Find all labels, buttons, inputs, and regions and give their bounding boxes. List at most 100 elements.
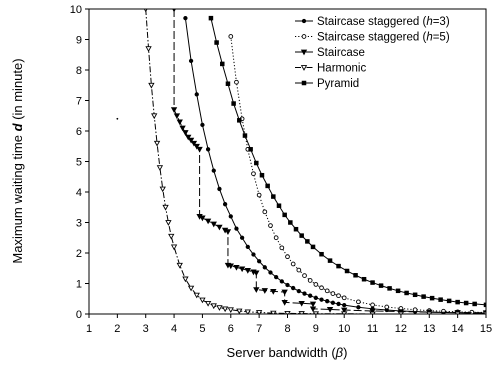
- y-axis-title: Maximum waiting time d (in minute): [10, 58, 25, 263]
- data-point: [299, 233, 304, 238]
- series-2: [228, 34, 486, 314]
- data-point: [216, 305, 223, 311]
- data-point: [341, 307, 348, 314]
- data-point: [211, 168, 216, 173]
- series-5: [208, 15, 486, 308]
- data-point: [254, 160, 259, 166]
- data-point: [228, 34, 234, 39]
- data-point: [222, 202, 228, 207]
- data-point: [237, 118, 242, 123]
- data-point: [216, 224, 223, 231]
- y-tick-label: 1: [76, 279, 82, 291]
- x-tick-label: 2: [114, 323, 120, 335]
- x-tick-label: 4: [171, 323, 177, 335]
- data-point: [214, 40, 219, 45]
- series-1: [183, 15, 486, 314]
- data-point: [302, 273, 307, 278]
- data-point: [421, 294, 426, 299]
- x-tick-label: 3: [143, 323, 149, 335]
- data-point: [336, 301, 341, 307]
- data-point: [342, 303, 347, 308]
- data-point: [302, 291, 307, 296]
- x-tick-label: 6: [228, 323, 234, 335]
- data-point: [193, 143, 200, 150]
- data-point: [330, 291, 336, 296]
- data-point: [234, 79, 239, 85]
- data-point: [446, 298, 452, 304]
- data-point: [170, 107, 178, 113]
- data-point: [288, 220, 293, 225]
- y-tick-label: 8: [76, 65, 82, 77]
- data-point: [305, 239, 310, 244]
- data-point: [404, 290, 409, 296]
- x-tick-label: 5: [199, 323, 205, 335]
- data-point: [370, 302, 375, 308]
- data-point: [291, 285, 296, 291]
- data-point: [193, 292, 200, 299]
- data-point: [251, 252, 256, 257]
- data-point: [290, 261, 296, 267]
- data-point: [455, 299, 460, 305]
- data-point: [356, 299, 361, 305]
- data-point: [217, 186, 222, 192]
- legend-marker: [300, 65, 308, 71]
- legend: Staircase staggered (h=3) Staircase stagg…: [295, 16, 450, 90]
- data-point: [227, 263, 234, 270]
- data-point: [165, 220, 172, 226]
- x-tick-label: 11: [367, 323, 378, 335]
- data-point: [356, 305, 361, 310]
- data-point: [159, 186, 166, 193]
- legend-label: Pyramid: [317, 78, 359, 90]
- data-point: [245, 244, 250, 250]
- data-point: [325, 299, 330, 304]
- data-point: [225, 81, 231, 86]
- data-point: [261, 288, 268, 294]
- data-point: [336, 293, 341, 299]
- data-point: [270, 289, 277, 295]
- data-point: [200, 122, 205, 128]
- legend-label: Staircase staggered (h=5): [317, 32, 450, 44]
- data-point: [220, 61, 225, 67]
- y-tick-label: 7: [76, 96, 82, 108]
- data-point: [199, 297, 206, 304]
- data-point: [187, 285, 195, 292]
- data-point: [204, 300, 212, 307]
- data-point: [190, 140, 198, 147]
- data-point: [285, 254, 290, 260]
- data-point: [248, 147, 253, 152]
- data-point: [429, 295, 435, 301]
- data-point: [256, 192, 262, 198]
- data-point: [309, 306, 317, 313]
- data-point: [313, 295, 319, 300]
- data-point: [182, 130, 189, 136]
- data-point: [271, 194, 276, 199]
- data-point: [319, 285, 324, 291]
- data-point: [151, 113, 158, 120]
- stray-point: [116, 117, 119, 120]
- data-point: [194, 92, 199, 97]
- data-point: [221, 306, 229, 313]
- series-line: [145, 9, 486, 314]
- data-point: [276, 203, 282, 208]
- series-line: [210, 18, 486, 306]
- y-tick-label: 6: [76, 126, 82, 138]
- data-point: [153, 140, 161, 147]
- legend-marker: [301, 80, 307, 86]
- y-tick-label: 2: [76, 248, 82, 260]
- data-point: [281, 300, 288, 306]
- x-axis-title: Server bandwidth (β): [227, 345, 348, 360]
- data-point: [210, 221, 217, 228]
- data-point: [270, 310, 277, 314]
- x-tick-label: 12: [395, 323, 407, 335]
- data-point: [145, 46, 152, 52]
- data-point: [185, 134, 192, 141]
- data-point: [262, 265, 267, 270]
- data-point: [148, 82, 155, 89]
- y-axis: 0 1 2 3 4 5 6 7 8 9 10: [70, 4, 89, 321]
- data-point: [310, 244, 316, 250]
- data-point: [199, 215, 206, 222]
- data-point: [255, 310, 263, 314]
- legend-entry: Staircase staggered (h=5): [295, 32, 450, 44]
- data-point: [309, 301, 317, 308]
- data-point: [378, 283, 384, 288]
